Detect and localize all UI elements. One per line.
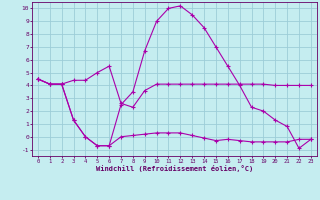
- X-axis label: Windchill (Refroidissement éolien,°C): Windchill (Refroidissement éolien,°C): [96, 165, 253, 172]
